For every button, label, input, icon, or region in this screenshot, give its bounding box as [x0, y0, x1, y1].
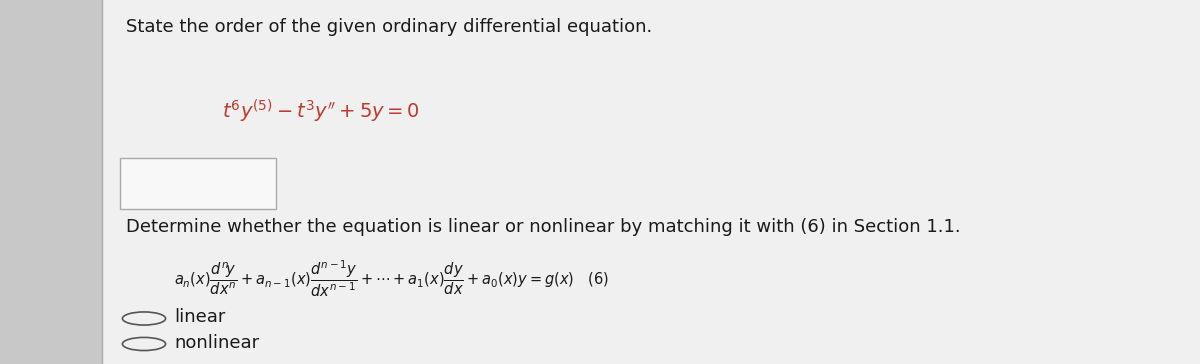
Text: linear: linear — [174, 308, 226, 327]
Text: nonlinear: nonlinear — [174, 334, 259, 352]
FancyBboxPatch shape — [120, 158, 276, 209]
Text: $a_n(x)\dfrac{d^n\!y}{dx^n} + a_{n-1}(x)\dfrac{d^{n-1}y}{dx^{n-1}} + \cdots + a_: $a_n(x)\dfrac{d^n\!y}{dx^n} + a_{n-1}(x)… — [174, 258, 610, 300]
Text: Determine whether the equation is linear or nonlinear by matching it with (6) in: Determine whether the equation is linear… — [126, 218, 961, 236]
Text: $t^6y^{(5)} - t^3y'' + 5y = 0$: $t^6y^{(5)} - t^3y'' + 5y = 0$ — [222, 98, 420, 126]
Text: State the order of the given ordinary differential equation.: State the order of the given ordinary di… — [126, 18, 653, 36]
